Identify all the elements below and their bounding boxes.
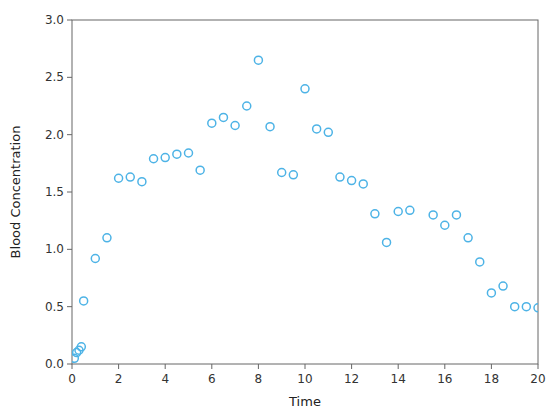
point xyxy=(429,211,437,219)
point xyxy=(243,102,251,110)
plot-frame xyxy=(72,20,538,364)
x-tick xyxy=(258,364,259,369)
x-tick xyxy=(165,364,166,369)
x-tick xyxy=(118,364,119,369)
point xyxy=(173,150,181,158)
point xyxy=(511,303,519,311)
point xyxy=(91,255,99,263)
y-axis-label: Blood Concentration xyxy=(8,126,23,259)
point xyxy=(406,206,414,214)
points xyxy=(72,56,538,362)
x-tick-label: 18 xyxy=(484,372,499,386)
point xyxy=(231,121,239,129)
x-tick-label: 20 xyxy=(530,372,545,386)
point xyxy=(534,304,538,312)
x-tick-label: 6 xyxy=(208,372,216,386)
y-tick-label: 3.0 xyxy=(45,13,64,27)
point xyxy=(80,297,88,305)
point xyxy=(336,173,344,181)
point xyxy=(185,149,193,157)
point xyxy=(254,56,262,64)
point xyxy=(301,85,309,93)
point xyxy=(266,123,274,131)
point xyxy=(126,173,134,181)
x-tick-label: 0 xyxy=(68,372,76,386)
point xyxy=(441,221,449,229)
x-tick xyxy=(538,364,539,369)
point xyxy=(324,128,332,136)
point xyxy=(115,174,123,182)
point xyxy=(313,125,321,133)
x-axis-label: Time xyxy=(288,394,321,409)
point xyxy=(499,282,507,290)
x-tick xyxy=(444,364,445,369)
chart-container: 0 2 4 6 8 10 12 14 16 18 20 0.0 0.5 1.0 1.5 2.0 2.5 3.0 Ti… xyxy=(0,0,560,420)
x-tick-label: 2 xyxy=(115,372,123,386)
y-tick xyxy=(67,20,72,21)
y-tick xyxy=(67,134,72,135)
point xyxy=(522,303,530,311)
y-tick-label: 1.5 xyxy=(45,185,64,199)
y-tick xyxy=(67,249,72,250)
point xyxy=(359,180,367,188)
x-tick-label: 16 xyxy=(437,372,452,386)
point xyxy=(138,178,146,186)
point xyxy=(77,343,85,351)
y-tick-label: 0.5 xyxy=(45,300,64,314)
point xyxy=(394,207,402,215)
point xyxy=(161,154,169,162)
y-tick-label: 0.0 xyxy=(45,357,64,371)
x-tick xyxy=(491,364,492,369)
x-tick xyxy=(211,364,212,369)
y-tick xyxy=(67,77,72,78)
x-tick-label: 4 xyxy=(161,372,169,386)
x-tick-label: 12 xyxy=(344,372,359,386)
y-tick-label: 2.0 xyxy=(45,128,64,142)
point xyxy=(383,238,391,246)
point xyxy=(476,258,484,266)
point xyxy=(464,234,472,242)
x-tick xyxy=(398,364,399,369)
point xyxy=(289,171,297,179)
x-tick-label: 8 xyxy=(255,372,263,386)
x-tick xyxy=(305,364,306,369)
point xyxy=(103,234,111,242)
chart: 0 2 4 6 8 10 12 14 16 18 20 0.0 0.5 1.0 1.5 2.0 2.5 3.0 Ti… xyxy=(0,0,560,420)
y-tick-label: 1.0 xyxy=(45,242,64,256)
point xyxy=(219,113,227,121)
x-tick-label: 14 xyxy=(391,372,406,386)
point xyxy=(208,119,216,127)
point xyxy=(452,211,460,219)
y-tick-label: 2.5 xyxy=(45,70,64,84)
point xyxy=(371,210,379,218)
y-tick xyxy=(67,364,72,365)
y-tick xyxy=(67,192,72,193)
x-tick-label: 10 xyxy=(297,372,312,386)
x-tick xyxy=(72,364,73,369)
point xyxy=(278,169,286,177)
y-tick xyxy=(67,306,72,307)
point xyxy=(487,289,495,297)
point xyxy=(150,155,158,163)
point xyxy=(196,166,204,174)
point xyxy=(348,177,356,185)
x-tick xyxy=(351,364,352,369)
